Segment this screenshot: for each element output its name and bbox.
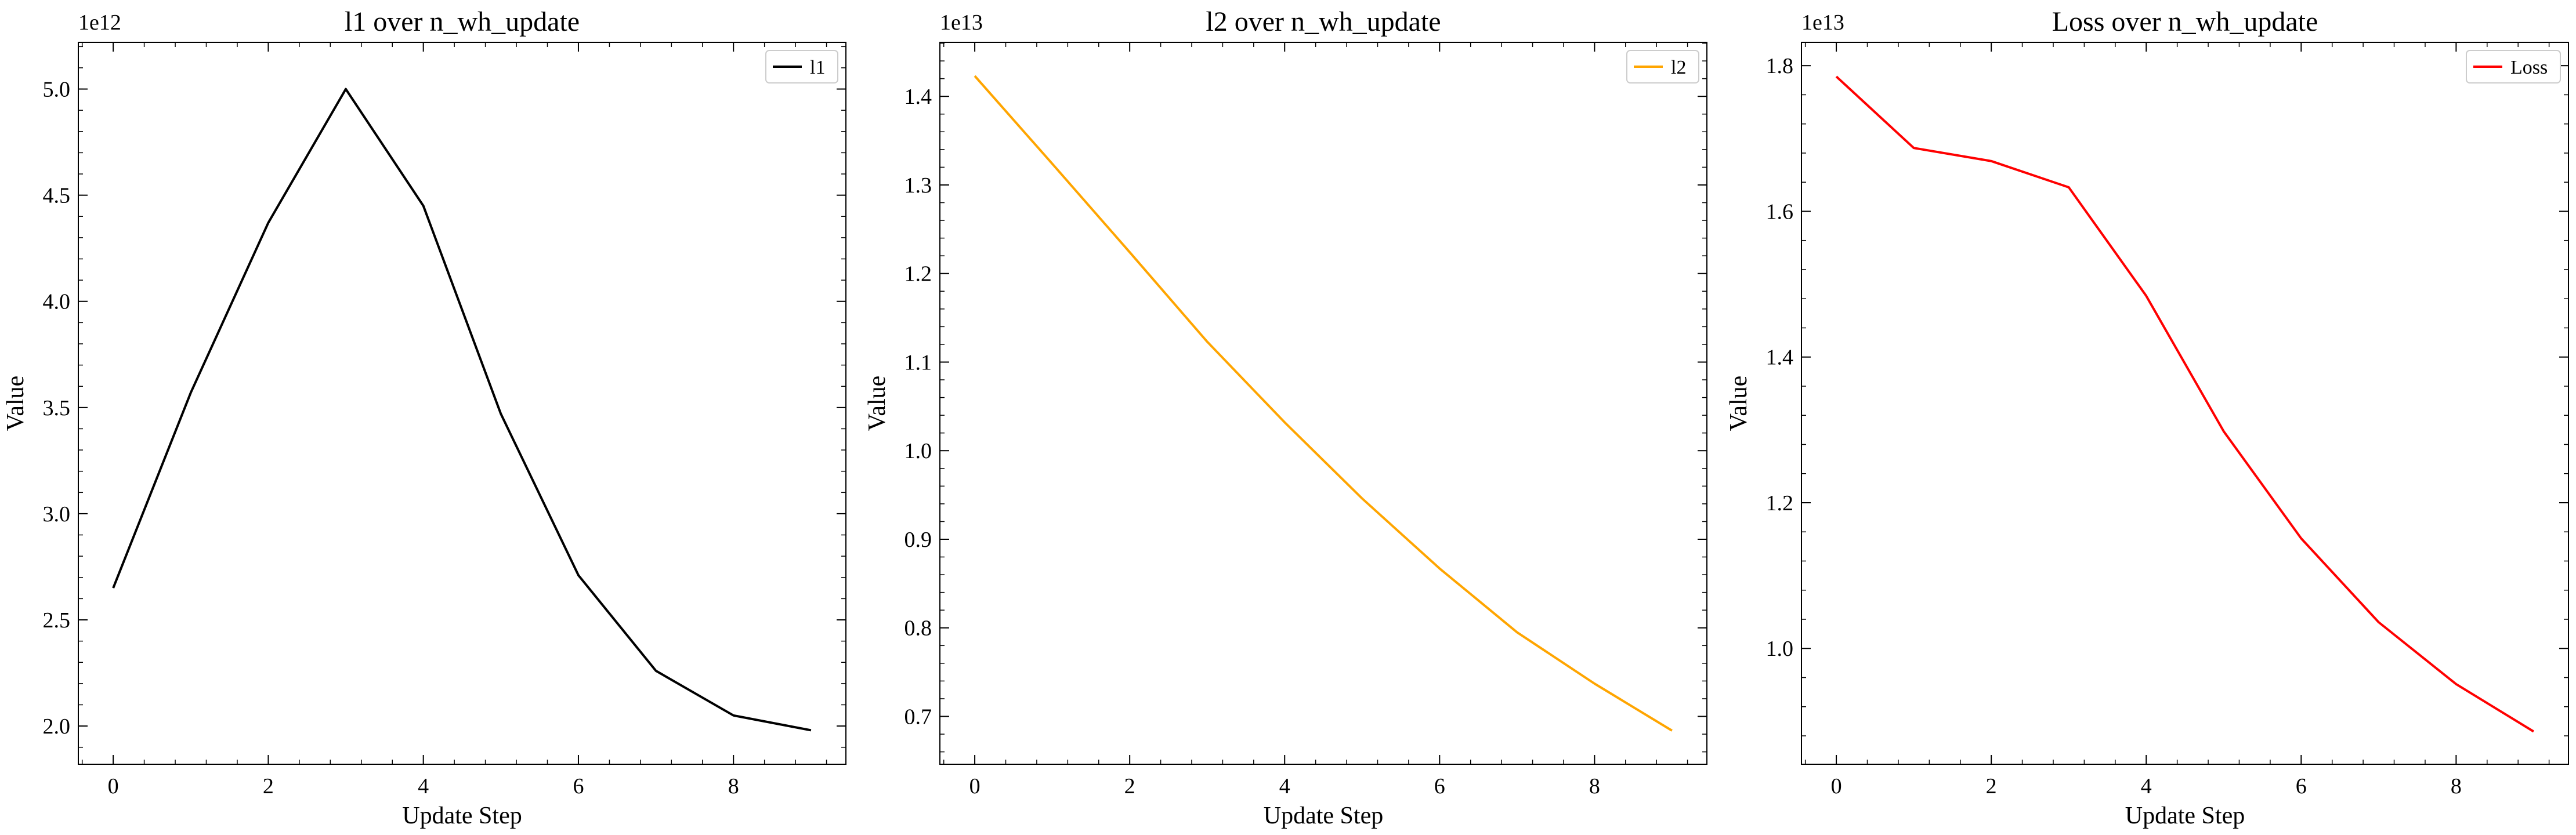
l1-y-tick-label: 2.5 [43, 608, 71, 633]
l1-axes-frame [78, 42, 846, 765]
l1-y-tick-label: 4.5 [43, 184, 71, 208]
l2-offset-label: 1e13 [940, 10, 983, 35]
l2-x-axis-label: Update Step [1264, 803, 1383, 829]
l2-y-tick-label: 0.9 [905, 528, 932, 552]
l1-x-tick-label: 6 [573, 774, 584, 798]
panel-l1: 0 2 4 6 8 2.0 2.5 3.0 3.5 4.0 4.5 5.0 l1 over n_wh_u… [2, 6, 846, 829]
loss-y-tick-label: 1.2 [1766, 491, 1794, 515]
l1-y-axis-label: Value [2, 376, 29, 431]
loss-y-tick-label: 1.6 [1766, 199, 1794, 224]
l2-y-axis-label: Value [864, 376, 891, 431]
l1-y-tick-label: 5.0 [43, 78, 71, 102]
l1-x-tick-label: 4 [418, 774, 429, 798]
l1-y-tick-label: 3.0 [43, 502, 71, 527]
loss-x-tick-label: 0 [1831, 774, 1842, 798]
l1-y-tick-label: 3.5 [43, 396, 71, 420]
l2-x-tick-label: 8 [1589, 774, 1600, 798]
loss-legend: Loss [2466, 50, 2561, 84]
loss-x-tick-label: 8 [2451, 774, 2462, 798]
l1-chart-title: l1 over n_wh_update [345, 6, 580, 37]
loss-x-tick-label: 6 [2296, 774, 2307, 798]
loss-x-axis-label: Update Step [2125, 803, 2245, 829]
l1-offset-label: 1e12 [78, 10, 121, 35]
loss-offset-label: 1e13 [1801, 10, 1844, 35]
l2-legend-label: l2 [1671, 57, 1686, 78]
l1-legend-label: l1 [810, 57, 825, 78]
loss-chart-title: Loss over n_wh_update [2052, 6, 2318, 37]
l2-x-tick-label: 4 [1279, 774, 1290, 798]
loss-y-axis-label: Value [1725, 376, 1752, 431]
l2-y-tick-label: 1.1 [905, 350, 932, 375]
loss-x-tick-label: 2 [1986, 774, 1997, 798]
loss-x-tick-label: 4 [2141, 774, 2152, 798]
l2-y-tick-label: 1.0 [905, 439, 932, 463]
panel-l2: 0 2 4 6 8 0.7 0.8 0.9 1.0 1.1 1.2 1.3 1.4 l2 over n_w… [864, 6, 1707, 829]
loss-axes-frame [1801, 42, 2569, 765]
l2-y-tick-label: 0.7 [905, 705, 932, 729]
l2-y-tick-label: 0.8 [905, 616, 932, 641]
l2-x-tick-label: 6 [1434, 774, 1445, 798]
l1-x-tick-label: 2 [263, 774, 274, 798]
l2-chart-title: l2 over n_wh_update [1206, 6, 1441, 37]
loss-legend-label: Loss [2510, 57, 2548, 78]
l2-x-tick-label: 0 [969, 774, 981, 798]
l2-series-line [974, 75, 1673, 732]
l1-x-tick-label: 8 [728, 774, 739, 798]
loss-y-tick-label: 1.0 [1766, 637, 1794, 661]
panel-loss: 0 2 4 6 8 1.0 1.2 1.4 1.6 1.8 Loss over n_wh_updat… [1725, 6, 2569, 829]
loss-y-tick-label: 1.8 [1766, 54, 1794, 78]
l2-x-tick-label: 2 [1124, 774, 1135, 798]
l1-legend: l1 [765, 50, 838, 84]
l2-y-tick-label: 1.3 [905, 173, 932, 198]
l2-axes-frame [939, 42, 1707, 765]
l1-y-tick-label: 2.0 [43, 714, 71, 739]
l1-x-axis-label: Update Step [402, 803, 522, 829]
l1-x-tick-label: 0 [108, 774, 119, 798]
l1-series-line [112, 88, 812, 732]
loss-legend-box [2466, 50, 2561, 84]
l1-y-tick-label: 4.0 [43, 290, 71, 314]
l2-legend: l2 [1626, 50, 1699, 84]
loss-series-line [1835, 75, 2534, 733]
loss-y-tick-label: 1.4 [1766, 346, 1794, 370]
l2-y-tick-label: 1.2 [905, 262, 932, 286]
l2-y-tick-label: 1.4 [905, 85, 932, 109]
